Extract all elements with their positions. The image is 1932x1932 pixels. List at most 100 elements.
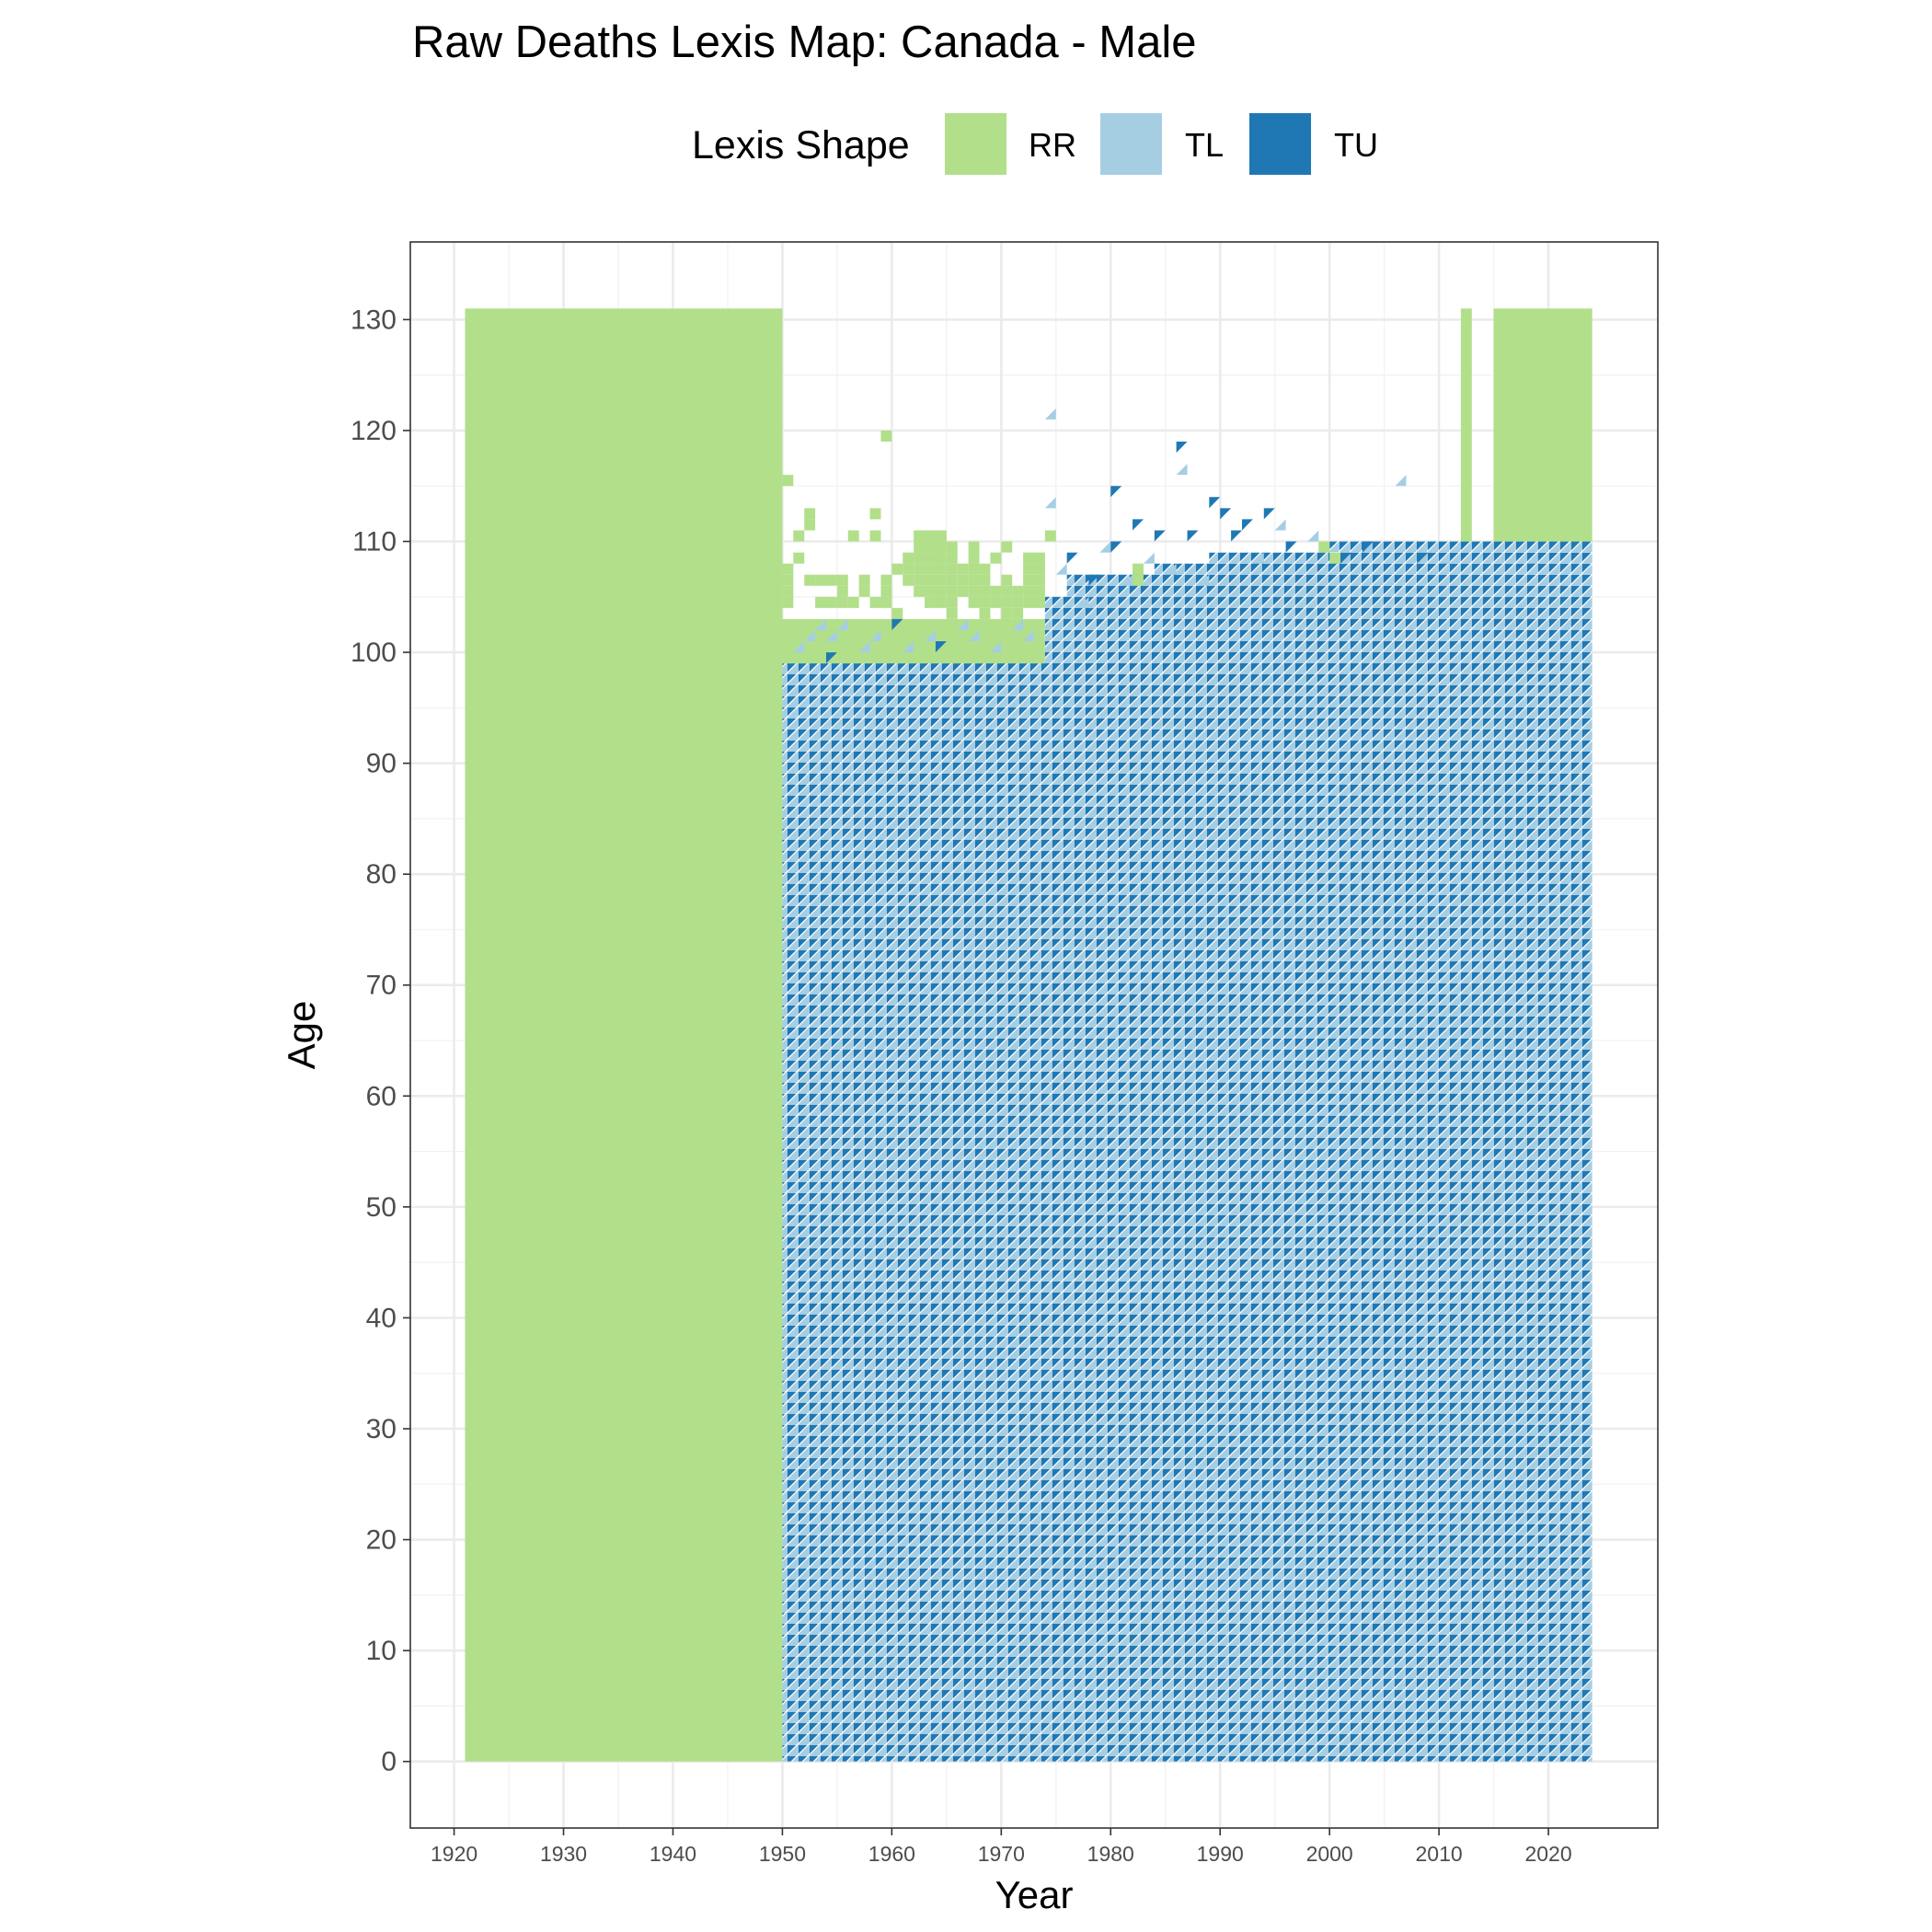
rr-cell — [925, 541, 936, 553]
tu-cell — [1176, 442, 1188, 454]
rr-cell — [979, 574, 991, 586]
rr-cell — [925, 552, 936, 564]
rr-cell — [1034, 552, 1045, 564]
rr-cell — [782, 596, 794, 608]
rr-cell — [804, 519, 816, 531]
rr-cell — [935, 563, 947, 575]
rr-cell — [935, 530, 947, 542]
legend-label-rr: RR — [1029, 126, 1076, 164]
legend-label-tu: TU — [1334, 126, 1378, 164]
tl-cell — [804, 629, 816, 642]
legend: Lexis Shape RR TL TU — [692, 113, 1378, 175]
tl-cell — [1526, 552, 1538, 564]
tl-cell — [1176, 464, 1188, 476]
x-tick-label: 1990 — [1197, 1842, 1244, 1866]
y-tick-label: 30 — [366, 1414, 397, 1444]
chart-title: Raw Deaths Lexis Map: Canada - Male — [412, 17, 1196, 67]
rr-cell — [968, 541, 980, 553]
rr-cell — [869, 508, 881, 520]
rr-cell — [1012, 607, 1024, 619]
rr-cell — [1001, 541, 1013, 553]
rr-cell — [1023, 596, 1034, 608]
legend-swatch-tl — [1100, 113, 1162, 175]
tu-cell — [1340, 552, 1351, 564]
y-tick-label: 70 — [366, 971, 397, 1001]
tu-cell — [1088, 574, 1100, 586]
tl-cell — [1439, 552, 1450, 564]
tl-cell — [1077, 596, 1089, 608]
rr-cell — [968, 585, 980, 597]
rr-cell — [826, 574, 837, 586]
x-axis: 1920 1930 1940 1950 1960 1970 1980 1990 2000 2010… — [431, 1828, 1572, 1866]
rr-cell — [946, 552, 958, 564]
rr-block-2 — [1493, 308, 1593, 542]
rr-cell — [1023, 585, 1034, 597]
rr-cell — [968, 563, 980, 575]
rr-cell — [880, 574, 892, 586]
rr-cell — [826, 596, 837, 608]
rr-cell — [815, 596, 826, 608]
tu-cell — [1110, 486, 1122, 498]
tl-cell — [826, 629, 837, 642]
tl-cell — [990, 641, 1002, 653]
rr-cell — [946, 585, 958, 597]
tu-cell — [1242, 519, 1253, 531]
data-layer — [465, 308, 1593, 1762]
tl-cell — [1044, 497, 1056, 509]
rr-cell — [914, 541, 926, 553]
rr-cell — [1012, 596, 1024, 608]
tl-cell — [858, 641, 870, 653]
rr-cell — [1318, 541, 1330, 553]
rr-cell — [925, 585, 936, 597]
rr-cell — [880, 585, 892, 597]
tl-cell — [869, 629, 881, 642]
tl-cell — [1055, 563, 1067, 575]
tl-cell — [1274, 519, 1286, 531]
tl-cell — [793, 641, 805, 653]
rr-cell — [946, 607, 958, 619]
tu-cell — [1133, 519, 1144, 531]
rr-cell — [935, 585, 947, 597]
rr-cell — [1012, 585, 1024, 597]
tl-cell — [1165, 563, 1177, 575]
rr-cell — [891, 563, 903, 575]
rr-cell — [925, 563, 936, 575]
rr-cell — [1001, 607, 1013, 619]
legend-swatch-tu — [1249, 113, 1311, 175]
rr-cell — [782, 574, 794, 586]
rr-block-0 — [465, 308, 783, 1762]
y-tick-label: 80 — [366, 859, 397, 890]
x-tick-label: 1950 — [759, 1842, 806, 1866]
tl-cell — [925, 629, 936, 642]
legend-swatch-rr — [945, 113, 1006, 175]
lexis-triangle-region — [782, 541, 1593, 1762]
x-tick-label: 2020 — [1524, 1842, 1571, 1866]
tl-cell — [1012, 618, 1024, 630]
x-tick-label: 1980 — [1087, 1842, 1134, 1866]
rr-cell — [903, 574, 914, 586]
tu-cell — [1220, 508, 1232, 520]
rr-cell — [1023, 574, 1034, 586]
rr-cell — [935, 596, 947, 608]
rr-cell — [946, 596, 958, 608]
rr-cell — [914, 585, 926, 597]
rr-cell — [935, 552, 947, 564]
y-tick-label: 60 — [366, 1081, 397, 1111]
rr-cell — [804, 508, 816, 520]
tl-cell — [1121, 574, 1133, 586]
rr-cell — [836, 585, 848, 597]
rr-cell — [880, 430, 892, 443]
rr-cell — [869, 596, 881, 608]
tl-cell — [903, 641, 914, 653]
rr-cell — [914, 563, 926, 575]
tu-cell — [1187, 530, 1199, 542]
rr-cell — [1034, 585, 1045, 597]
rr-block-1 — [1460, 308, 1472, 542]
tu-cell — [1066, 552, 1078, 564]
tl-cell — [815, 618, 826, 630]
rr-cell — [1001, 596, 1013, 608]
rr-cell — [782, 585, 794, 597]
y-tick-label: 10 — [366, 1636, 397, 1666]
y-tick-label: 110 — [352, 527, 397, 558]
